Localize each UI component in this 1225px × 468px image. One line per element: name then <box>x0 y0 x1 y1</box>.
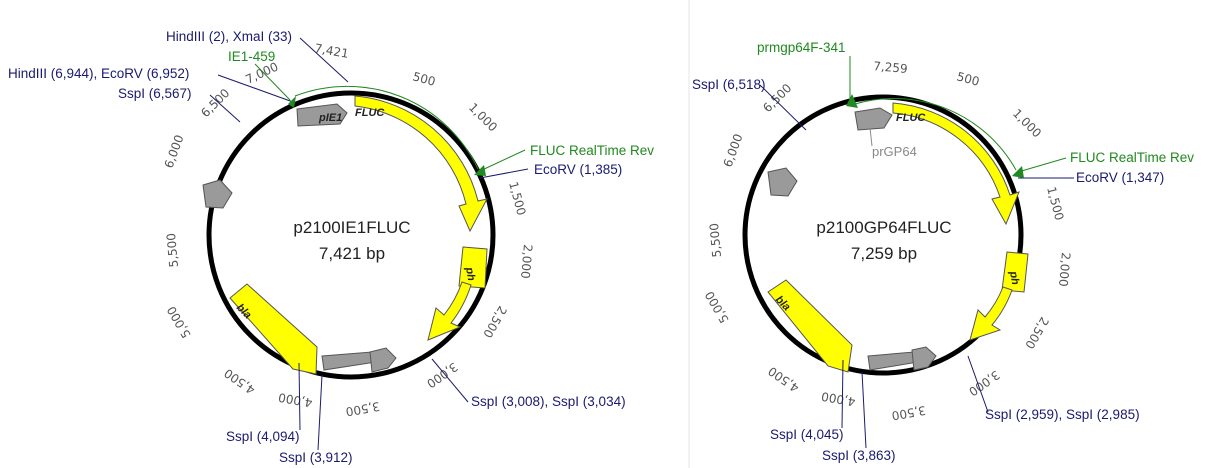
tick-1000-left: 1,000 <box>466 100 500 134</box>
site-label-ecorv-left: EcoRV (1,385) <box>534 162 622 177</box>
tick-5500-left: 5,500 <box>164 233 181 268</box>
site-label-sspi-3008-left: SspI (3,008), SspI (3,034) <box>471 394 626 409</box>
prgp64-feature-right <box>854 107 893 131</box>
ph-feature-left <box>458 246 488 289</box>
tick-4000-left: 4,000 <box>277 390 313 410</box>
feature-label-fluc-left: FLUC <box>355 107 385 119</box>
plasmid-size-left: 7,421 bp <box>319 244 385 263</box>
yellow-arrow-right <box>969 286 1013 341</box>
tick-6000-left: 6,000 <box>162 133 187 170</box>
primer-label-gp64-right: prmgp64F-341 <box>757 40 846 55</box>
grey-feature-bottom-left <box>321 351 377 371</box>
feature-label-ph-right: ph <box>1007 269 1021 286</box>
plasmid-name-left: p2100IE1FLUC <box>293 218 410 237</box>
backbone-circle-right <box>742 94 1024 376</box>
tick-7421-left: 7,421 <box>313 41 349 61</box>
tick-4500-right: 4,500 <box>766 364 802 395</box>
bla-feature-left <box>229 283 318 375</box>
site-label-sspi-4045-right: SspI (4,045) <box>770 427 844 442</box>
tick-5000-right: 5,000 <box>702 289 731 326</box>
site-label-sspi-4094-left: SspI (4,094) <box>226 429 300 444</box>
tick-500-left: 500 <box>411 69 437 88</box>
primer-label-ie1-left: IE1-459 <box>228 49 275 64</box>
ph-feature-right <box>1001 251 1029 293</box>
tick-5500-right: 5,500 <box>707 223 724 258</box>
pie1-feature-left <box>296 103 348 127</box>
panel-divider <box>688 0 690 468</box>
site-label-sspi-2959-right: SspI (2,959), SspI (2,985) <box>985 407 1140 422</box>
grey-feature-left-side <box>202 179 233 209</box>
grey-arrow-bottom-left <box>369 347 397 373</box>
tick-4000-right: 4,000 <box>820 389 856 409</box>
primer-leader-lines-left <box>254 63 526 172</box>
plasmid-name-right: p2100GP64FLUC <box>816 218 951 237</box>
tick-2000-right: 2,000 <box>1056 252 1073 287</box>
primer-label-fluc-rt-left: FLUC RealTime Rev <box>530 143 654 158</box>
site-label-hindiii-ecorv-left: HindIII (6,944), EcoRV (6,952) <box>8 66 189 81</box>
grey-arrow-bottom-right <box>911 346 937 371</box>
yellow-arrow-left <box>427 281 472 341</box>
tick-1500-right: 1,500 <box>1044 185 1066 222</box>
prgp64-leader-line <box>869 127 873 147</box>
site-label-sspi-3912-left: SspI (3,912) <box>279 450 353 465</box>
tick-2500-right: 2,500 <box>1022 315 1051 352</box>
plasmid-map-right: FLUC ph bla prGP64 p2100GP64FLUC 7,259 b… <box>692 40 1194 463</box>
site-label-sspi-6518-right: SspI (6,518) <box>692 77 766 92</box>
tick-5000-left: 5,000 <box>164 304 193 341</box>
feature-label-ph-left: ph <box>463 265 477 282</box>
site-label-sspi-3863-right: SspI (3,863) <box>822 448 896 463</box>
tick-6000-right: 6,000 <box>721 132 746 169</box>
bla-feature-right <box>767 279 853 373</box>
tick-3500-left: 3,500 <box>345 399 381 419</box>
feature-label-prgp64-right: prGP64 <box>872 144 917 159</box>
tick-3000-right: 3,000 <box>966 368 1002 399</box>
plasmid-size-right: 7,259 bp <box>851 244 917 263</box>
primer-marker-fluc-left <box>474 165 486 176</box>
grey-feature-left-side-right <box>767 167 798 197</box>
primer-label-fluc-rt-right: FLUC RealTime Rev <box>1070 150 1194 165</box>
primer-marker-gp64-right <box>846 94 858 108</box>
tick-7259-right: 7,259 <box>873 59 908 76</box>
primer-arc-right <box>854 98 1017 171</box>
tick-500-right: 500 <box>955 69 981 88</box>
fluc-feature-left <box>354 95 488 233</box>
primer-leader-lines-right <box>849 56 1067 173</box>
site-label-sspi-6567-left: SspI (6,567) <box>118 86 192 101</box>
tick-1500-left: 1,500 <box>506 180 528 217</box>
tick-6500-left: 6,500 <box>198 86 232 120</box>
tick-3500-right: 3,500 <box>891 403 927 423</box>
grey-feature-bottom-right <box>867 351 919 371</box>
tick-2000-left: 2,000 <box>518 244 535 279</box>
primer-arc-left <box>294 85 479 170</box>
site-label-hindiii-xmai-left: HindIII (2), XmaI (33) <box>166 29 292 44</box>
feature-label-fluc-right: FLUC <box>896 112 926 124</box>
backbone-circle-left <box>206 90 496 380</box>
site-leader-lines-right <box>759 84 1074 449</box>
primer-marker-ie1-left <box>288 96 296 108</box>
site-leader-lines-left <box>209 37 529 451</box>
fluc-feature-right <box>892 102 1020 226</box>
site-label-ecorv-right: EcoRV (1,347) <box>1076 170 1164 185</box>
tick-1000-right: 1,000 <box>1010 106 1044 140</box>
primer-marker-fluc-right <box>1012 166 1024 178</box>
feature-label-pie1-left: pIE1 <box>318 112 342 124</box>
tick-4500-left: 4,500 <box>222 366 258 397</box>
plasmid-map-left: pIE1 FLUC ph bla p2100IE1FLUC 7,421 bp 5… <box>8 29 654 465</box>
tick-2500-left: 2,500 <box>480 304 509 341</box>
